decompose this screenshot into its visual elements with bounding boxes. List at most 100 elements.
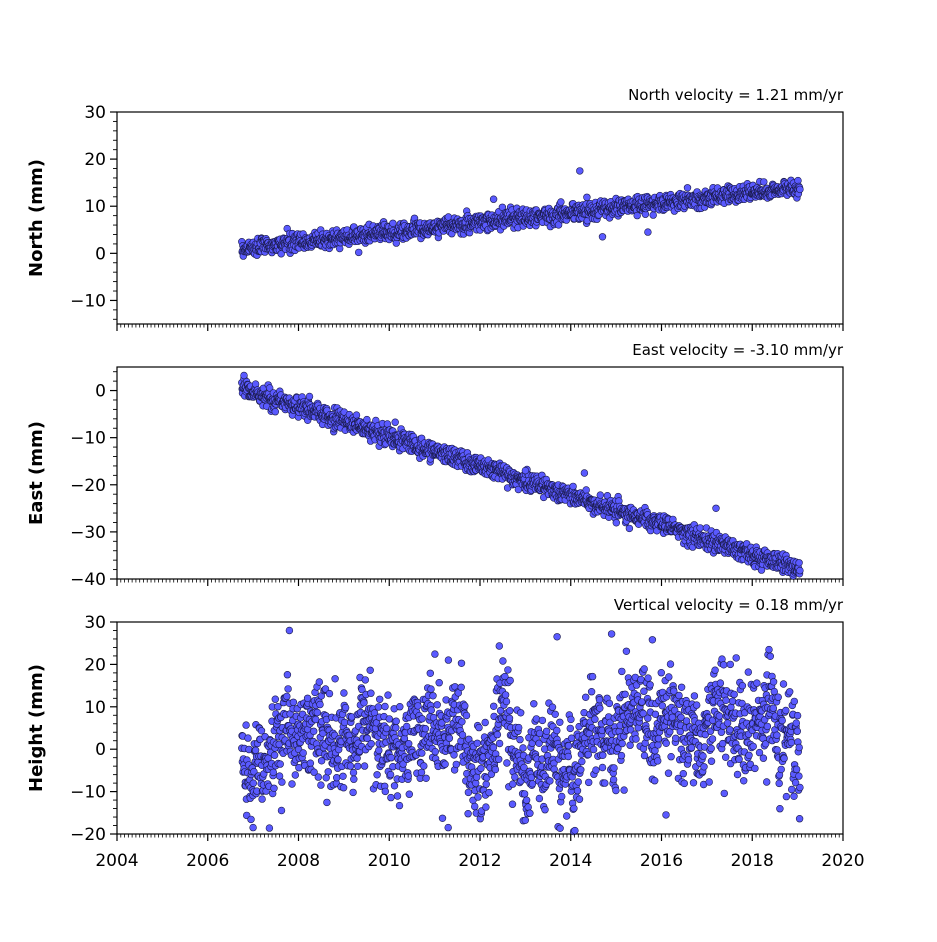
height-data-point bbox=[388, 794, 395, 801]
height-data-point bbox=[536, 795, 543, 802]
height-data-point bbox=[422, 725, 429, 732]
height-data-point bbox=[663, 740, 670, 747]
east-data-point bbox=[697, 525, 704, 532]
height-data-point bbox=[665, 770, 672, 777]
height-data-point bbox=[685, 756, 692, 763]
height-data-point bbox=[388, 754, 395, 761]
height-data-point bbox=[515, 724, 522, 731]
height-data-point bbox=[445, 657, 452, 664]
height-data-point bbox=[593, 767, 600, 774]
height-data-point bbox=[659, 702, 666, 709]
height-data-point bbox=[483, 781, 490, 788]
height-data-point bbox=[641, 666, 648, 673]
height-data-point bbox=[553, 727, 560, 734]
height-data-point bbox=[451, 752, 458, 759]
height-data-point bbox=[324, 799, 331, 806]
height-data-point bbox=[505, 667, 512, 674]
height-data-point bbox=[552, 711, 559, 718]
vertical-velocity-annotation: Vertical velocity = 0.18 mm/yr bbox=[614, 596, 844, 614]
height-data-point bbox=[739, 682, 746, 689]
height-data-point bbox=[651, 777, 658, 784]
height-data-point bbox=[708, 758, 715, 765]
height-data-point bbox=[658, 669, 665, 676]
height-data-point bbox=[482, 719, 489, 726]
height-data-point bbox=[396, 802, 403, 809]
east-data-point bbox=[613, 519, 620, 526]
height-data-point bbox=[382, 703, 389, 710]
height-data-point bbox=[494, 731, 501, 738]
height-data-point bbox=[567, 725, 574, 732]
height-data-point bbox=[473, 774, 480, 781]
height-data-point bbox=[585, 751, 592, 758]
height-data-point bbox=[511, 774, 518, 781]
height-data-point bbox=[418, 769, 425, 776]
height-data-point bbox=[335, 756, 342, 763]
height-data-point bbox=[520, 745, 527, 752]
height-data-point bbox=[655, 742, 662, 749]
height-data-point bbox=[375, 704, 382, 711]
height-data-point bbox=[483, 804, 490, 811]
height-data-point bbox=[712, 667, 719, 674]
height-data-point bbox=[387, 771, 394, 778]
height-data-point bbox=[575, 779, 582, 786]
east-velocity-annotation: East velocity = -3.10 mm/yr bbox=[632, 341, 844, 359]
height-data-point bbox=[459, 732, 466, 739]
north-data-point bbox=[390, 220, 397, 227]
height-data-point bbox=[572, 827, 579, 834]
height-data-point bbox=[507, 677, 514, 684]
height-data-point bbox=[316, 679, 323, 686]
north-data-point bbox=[760, 179, 767, 186]
height-data-point bbox=[633, 736, 640, 743]
height-data-point bbox=[318, 782, 325, 789]
east-outlier-point bbox=[713, 505, 720, 512]
height-data-point bbox=[432, 651, 439, 658]
height-data-point bbox=[722, 754, 729, 761]
height-data-point bbox=[367, 667, 374, 674]
height-data-point bbox=[542, 806, 549, 813]
east-data-point bbox=[597, 492, 604, 499]
height-data-point bbox=[290, 699, 297, 706]
north-data-point bbox=[650, 212, 657, 219]
height-data-point bbox=[300, 750, 307, 757]
height-data-point bbox=[472, 780, 479, 787]
height-data-point bbox=[556, 719, 563, 726]
height-data-point bbox=[461, 703, 468, 710]
height-data-point bbox=[701, 763, 708, 770]
height-data-point bbox=[585, 779, 592, 786]
height-data-point bbox=[340, 784, 347, 791]
height-data-point bbox=[558, 793, 565, 800]
height-data-point bbox=[619, 740, 626, 747]
height-data-point bbox=[592, 716, 599, 723]
height-data-point bbox=[492, 766, 499, 773]
height-data-point bbox=[475, 794, 482, 801]
height-data-point bbox=[599, 764, 606, 771]
height-data-point bbox=[596, 705, 603, 712]
height-data-point bbox=[678, 684, 685, 691]
east-data-point bbox=[570, 483, 577, 490]
height-data-point bbox=[700, 753, 707, 760]
height-data-point bbox=[621, 787, 628, 794]
height-y-axis-title: Height (mm) bbox=[26, 664, 47, 792]
height-data-point bbox=[693, 702, 700, 709]
north-data-point bbox=[684, 184, 691, 191]
height-data-point bbox=[427, 670, 434, 677]
height-data-point bbox=[333, 774, 340, 781]
height-data-point bbox=[557, 825, 564, 832]
height-data-point bbox=[676, 692, 683, 699]
height-data-point bbox=[270, 769, 277, 776]
height-data-point bbox=[458, 660, 465, 667]
height-data-point bbox=[442, 761, 449, 768]
north-y-tick-label: 30 bbox=[84, 103, 106, 123]
height-data-point bbox=[471, 803, 478, 810]
height-data-point bbox=[347, 763, 354, 770]
height-data-point bbox=[459, 718, 466, 725]
height-data-point bbox=[361, 699, 368, 706]
height-data-point bbox=[490, 703, 497, 710]
north-x-ticks bbox=[117, 324, 843, 331]
height-data-point bbox=[724, 720, 731, 727]
north-data-point bbox=[558, 199, 565, 206]
height-data-point bbox=[589, 673, 596, 680]
height-data-point bbox=[368, 740, 375, 747]
height-data-point bbox=[547, 778, 554, 785]
